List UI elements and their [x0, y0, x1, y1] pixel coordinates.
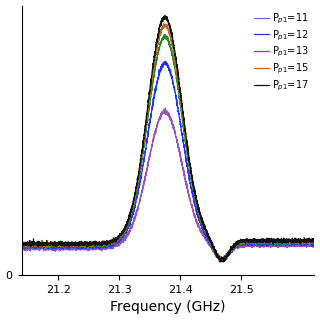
Line: P$_{p1}$=15: P$_{p1}$=15: [21, 24, 315, 262]
P$_{p1}$=15: [145, 119, 148, 123]
Line: P$_{p1}$=12: P$_{p1}$=12: [21, 61, 315, 261]
Line: P$_{p1}$=11: P$_{p1}$=11: [21, 108, 315, 260]
P$_{p1}$=12: [53, 246, 57, 250]
P$_{p1}$=11: [307, 243, 311, 247]
P$_{p1}$=17: [70, 242, 74, 246]
P$_{p1}$=11: [276, 245, 279, 249]
P$_{p1}$=12: [222, 259, 226, 263]
P$_{p1}$=17: [163, 14, 167, 18]
P$_{p1}$=13: [307, 239, 311, 243]
P$_{p1}$=11: [219, 259, 223, 262]
P$_{p1}$=17: [307, 240, 311, 244]
P$_{p1}$=17: [53, 243, 57, 247]
P$_{p1}$=13: [132, 200, 136, 204]
P$_{p1}$=11: [53, 245, 57, 249]
P$_{p1}$=13: [53, 243, 57, 247]
Legend: P$_{p1}$=11, P$_{p1}$=12, P$_{p1}$=13, P$_{p1}$=15, P$_{p1}$=17: P$_{p1}$=11, P$_{p1}$=12, P$_{p1}$=13, P…: [253, 11, 309, 94]
P$_{p1}$=13: [20, 244, 23, 247]
X-axis label: Frequency (GHz): Frequency (GHz): [110, 300, 226, 315]
P$_{p1}$=15: [313, 239, 316, 243]
P$_{p1}$=15: [221, 260, 225, 264]
P$_{p1}$=13: [162, 33, 166, 36]
P$_{p1}$=15: [162, 22, 165, 26]
P$_{p1}$=12: [20, 244, 23, 248]
P$_{p1}$=17: [218, 260, 222, 264]
P$_{p1}$=15: [132, 200, 136, 204]
P$_{p1}$=11: [145, 170, 148, 174]
P$_{p1}$=15: [53, 242, 57, 246]
P$_{p1}$=12: [313, 241, 316, 245]
P$_{p1}$=15: [276, 238, 279, 242]
P$_{p1}$=15: [307, 239, 311, 243]
P$_{p1}$=17: [276, 239, 279, 243]
P$_{p1}$=17: [20, 244, 23, 247]
P$_{p1}$=11: [163, 106, 167, 110]
P$_{p1}$=12: [132, 209, 136, 213]
Line: P$_{p1}$=17: P$_{p1}$=17: [21, 16, 315, 262]
P$_{p1}$=12: [276, 241, 279, 245]
P$_{p1}$=15: [20, 242, 23, 246]
P$_{p1}$=15: [70, 244, 74, 248]
P$_{p1}$=13: [221, 260, 225, 264]
P$_{p1}$=11: [70, 246, 74, 250]
P$_{p1}$=13: [276, 239, 279, 243]
P$_{p1}$=17: [145, 112, 148, 116]
Line: P$_{p1}$=13: P$_{p1}$=13: [21, 35, 315, 262]
P$_{p1}$=13: [145, 125, 148, 129]
P$_{p1}$=12: [307, 241, 311, 245]
P$_{p1}$=11: [20, 244, 23, 248]
P$_{p1}$=12: [70, 246, 74, 250]
P$_{p1}$=13: [70, 244, 74, 247]
P$_{p1}$=11: [313, 244, 316, 247]
P$_{p1}$=12: [163, 60, 167, 63]
P$_{p1}$=11: [132, 219, 136, 223]
P$_{p1}$=17: [132, 197, 136, 201]
P$_{p1}$=13: [313, 241, 316, 245]
P$_{p1}$=17: [313, 238, 316, 242]
P$_{p1}$=12: [145, 140, 148, 144]
